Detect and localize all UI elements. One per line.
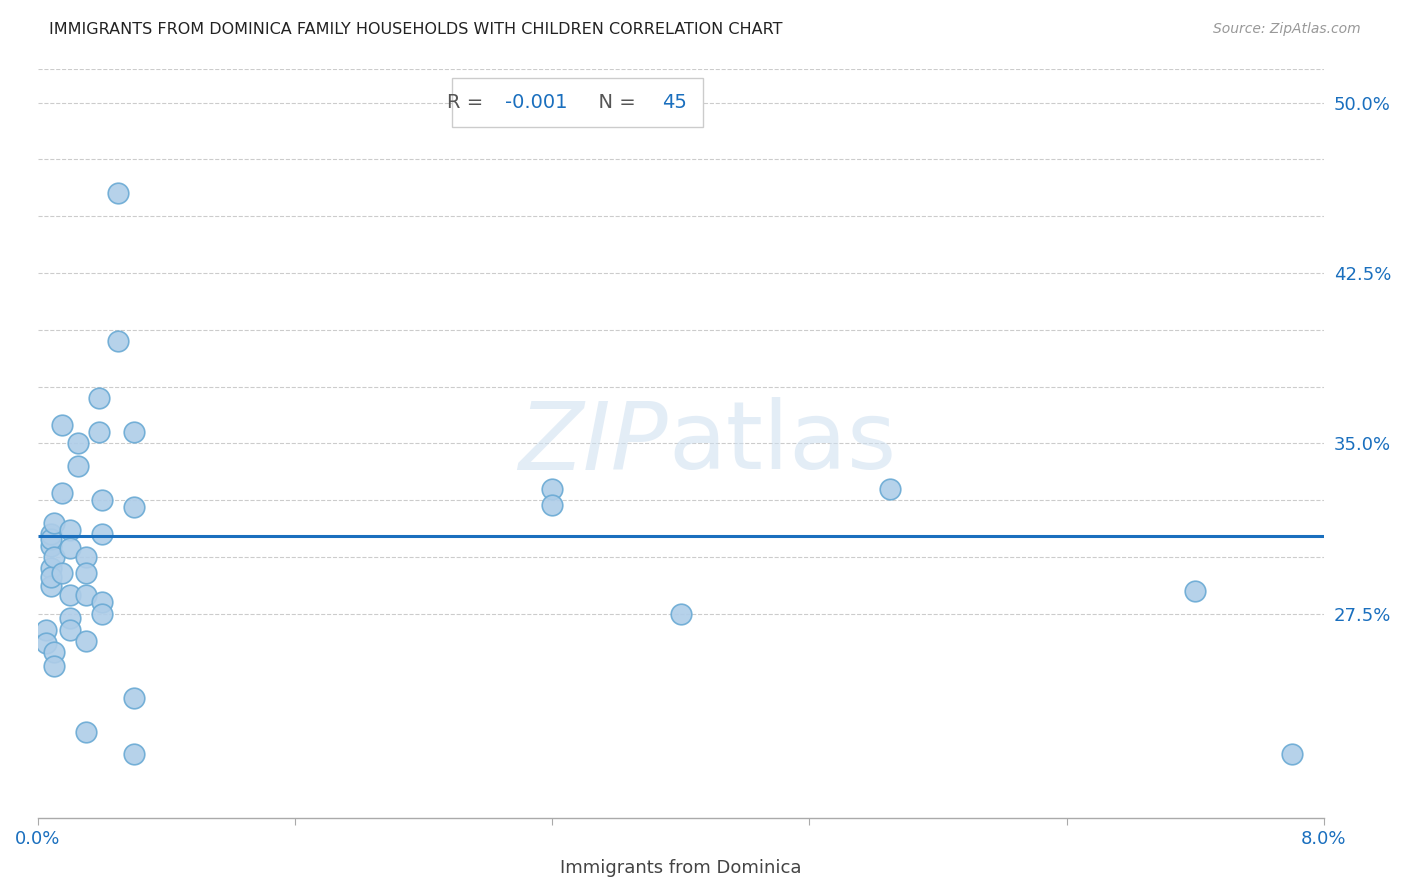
Point <box>669 607 692 621</box>
Point <box>59 541 82 555</box>
Point <box>66 436 89 450</box>
Point <box>1184 583 1206 598</box>
Point <box>42 659 65 673</box>
Point <box>75 589 97 603</box>
Point <box>87 425 110 439</box>
Text: -0.001: -0.001 <box>506 93 568 112</box>
Text: 45: 45 <box>662 93 686 112</box>
Point <box>59 611 82 625</box>
Point <box>75 634 97 648</box>
Point <box>35 623 58 637</box>
Text: Source: ZipAtlas.com: Source: ZipAtlas.com <box>1213 22 1361 37</box>
Point <box>66 458 89 473</box>
Text: R =: R = <box>447 93 489 112</box>
Point <box>75 549 97 564</box>
Point <box>91 595 114 609</box>
Point <box>42 549 65 564</box>
Point <box>59 623 82 637</box>
Point <box>879 482 901 496</box>
Point <box>51 418 73 433</box>
Point <box>541 498 564 512</box>
Point <box>39 579 62 593</box>
Point <box>75 566 97 580</box>
Point <box>87 391 110 405</box>
Point <box>59 523 82 537</box>
Point <box>59 589 82 603</box>
Point <box>122 690 145 705</box>
X-axis label: Immigrants from Dominica: Immigrants from Dominica <box>560 859 801 877</box>
Point <box>75 724 97 739</box>
Text: N =: N = <box>586 93 643 112</box>
Point <box>42 516 65 530</box>
Text: IMMIGRANTS FROM DOMINICA FAMILY HOUSEHOLDS WITH CHILDREN CORRELATION CHART: IMMIGRANTS FROM DOMINICA FAMILY HOUSEHOL… <box>49 22 783 37</box>
Point <box>39 539 62 553</box>
Point <box>51 486 73 500</box>
Point <box>39 570 62 584</box>
Point <box>51 566 73 580</box>
FancyBboxPatch shape <box>453 78 703 127</box>
Point <box>39 532 62 546</box>
Point <box>122 747 145 762</box>
Point <box>42 645 65 659</box>
Point <box>39 561 62 575</box>
Point <box>1281 747 1303 762</box>
Point <box>107 186 129 201</box>
Text: atlas: atlas <box>668 397 896 490</box>
Point <box>122 425 145 439</box>
Point <box>39 527 62 541</box>
Point <box>122 500 145 514</box>
Text: ZIP: ZIP <box>519 398 668 489</box>
Point <box>91 527 114 541</box>
Point <box>91 493 114 508</box>
Point <box>35 636 58 650</box>
Point <box>107 334 129 348</box>
Point <box>91 607 114 621</box>
Point <box>541 482 564 496</box>
